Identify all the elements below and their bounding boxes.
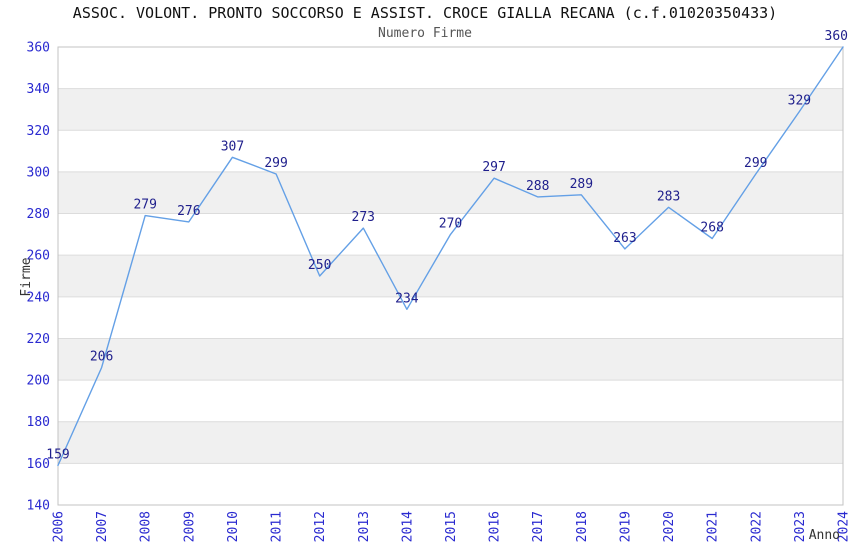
- svg-text:2012: 2012: [313, 511, 328, 542]
- svg-text:2007: 2007: [95, 511, 110, 542]
- x-axis-tick-labels: 2006 2007 2008 2009 2010 2011 2012 2013 2014 2015…: [52, 511, 850, 542]
- svg-text:268: 268: [700, 221, 723, 236]
- svg-text:2015: 2015: [444, 511, 459, 542]
- svg-text:360: 360: [825, 29, 848, 44]
- svg-text:307: 307: [221, 139, 244, 154]
- svg-text:220: 220: [27, 332, 50, 347]
- svg-text:2024: 2024: [837, 511, 850, 542]
- svg-text:300: 300: [27, 165, 50, 180]
- svg-text:206: 206: [90, 350, 113, 365]
- svg-text:140: 140: [27, 499, 50, 514]
- y-axis-title: Firme: [19, 257, 34, 296]
- svg-text:2020: 2020: [662, 511, 677, 542]
- svg-text:2018: 2018: [575, 511, 590, 542]
- svg-text:276: 276: [177, 204, 200, 219]
- chart-subtitle: Numero Firme: [378, 26, 472, 41]
- svg-text:2009: 2009: [182, 511, 197, 542]
- data-point-labels: 159 206 279 276 307 299 250 273 234 270 297 288 289 2…: [46, 29, 848, 462]
- svg-text:260: 260: [27, 249, 50, 264]
- svg-text:2011: 2011: [270, 511, 285, 542]
- svg-text:340: 340: [27, 82, 50, 97]
- svg-text:2006: 2006: [52, 511, 67, 542]
- svg-text:180: 180: [27, 415, 50, 430]
- svg-text:2019: 2019: [618, 511, 633, 542]
- data-series-line: [57, 46, 844, 467]
- x-axis-title: Anno: [809, 528, 840, 543]
- svg-text:280: 280: [27, 207, 50, 222]
- svg-text:160: 160: [27, 457, 50, 472]
- svg-text:320: 320: [27, 124, 50, 139]
- svg-text:2021: 2021: [706, 511, 721, 542]
- svg-text:159: 159: [46, 447, 69, 462]
- svg-text:2016: 2016: [488, 511, 503, 542]
- y-axis-tick-labels: 140 160 180 200 220 240 260 280 300 320 340 360: [27, 41, 50, 514]
- svg-text:2010: 2010: [226, 511, 241, 542]
- svg-text:240: 240: [27, 290, 50, 305]
- svg-text:250: 250: [308, 258, 331, 273]
- svg-text:297: 297: [482, 160, 505, 175]
- svg-text:2017: 2017: [531, 511, 546, 542]
- svg-text:329: 329: [788, 94, 811, 109]
- plot-bands: [58, 88, 843, 464]
- svg-text:263: 263: [613, 231, 636, 246]
- svg-text:289: 289: [570, 177, 593, 192]
- svg-text:279: 279: [133, 198, 156, 213]
- svg-text:2023: 2023: [793, 511, 808, 542]
- svg-text:288: 288: [526, 179, 549, 194]
- svg-text:299: 299: [744, 156, 767, 171]
- svg-text:200: 200: [27, 374, 50, 389]
- chart-title: ASSOC. VOLONT. PRONTO SOCCORSO E ASSIST.…: [72, 4, 778, 22]
- plot-border: [57, 46, 844, 506]
- svg-text:2013: 2013: [357, 511, 372, 542]
- svg-text:273: 273: [352, 210, 375, 225]
- svg-text:270: 270: [439, 216, 462, 231]
- svg-text:2022: 2022: [749, 511, 764, 542]
- svg-text:299: 299: [264, 156, 287, 171]
- svg-text:283: 283: [657, 189, 680, 204]
- svg-text:234: 234: [395, 291, 419, 306]
- svg-text:360: 360: [27, 41, 50, 56]
- svg-text:2008: 2008: [139, 511, 154, 542]
- svg-text:2014: 2014: [400, 511, 415, 542]
